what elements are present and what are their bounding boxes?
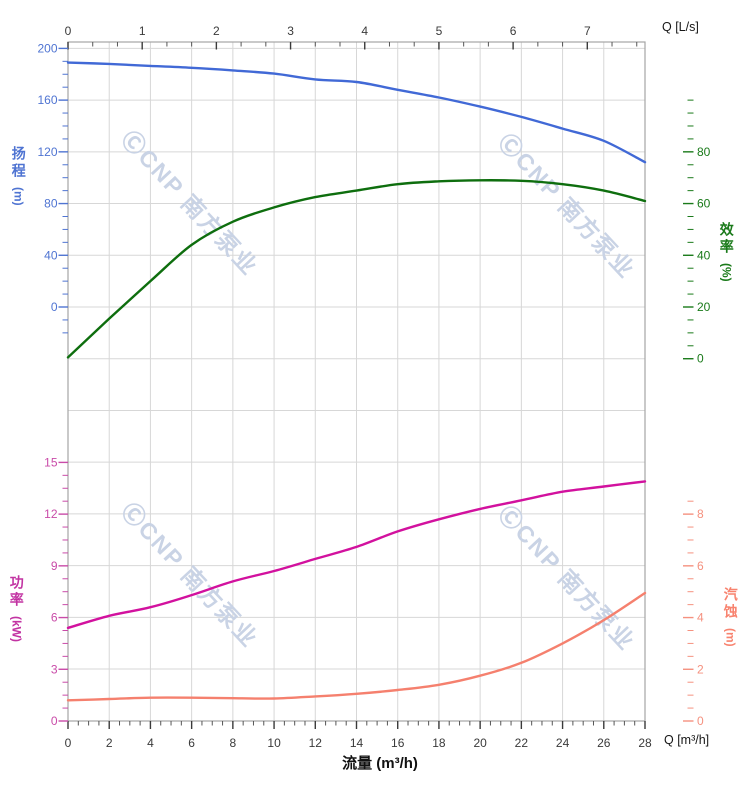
curve-npsh — [66, 591, 647, 702]
tick-label: 9 — [51, 559, 58, 573]
npsh-axis-title-text: 汽蚀 — [722, 587, 739, 621]
tick-label: 0 — [65, 24, 72, 38]
tick-label: 6 — [51, 611, 58, 625]
tick-label: 6 — [510, 24, 517, 38]
tick-label: 20 — [473, 736, 487, 750]
curve-head — [66, 61, 647, 164]
tick-label: 15 — [44, 455, 58, 469]
tick-label: 0 — [51, 714, 58, 728]
tick-label: 60 — [697, 197, 711, 211]
flow-axis-title: 流量 (m³/h) — [342, 755, 418, 772]
head-axis-title: 扬程 (m) — [10, 146, 27, 206]
tick-label: 22 — [515, 736, 529, 750]
tick-label: 26 — [597, 736, 611, 750]
tick-label: 5 — [436, 24, 443, 38]
tick-label: 2 — [697, 662, 704, 676]
tick-label: 40 — [44, 248, 58, 262]
tick-label: 160 — [37, 93, 57, 107]
tick-label: 6 — [188, 736, 195, 750]
tick-label: 12 — [44, 507, 58, 521]
tick-label: 2 — [213, 24, 220, 38]
power-axis-title-text: 功率 — [8, 575, 25, 609]
tick-label: 12 — [309, 736, 323, 750]
tick-label: 120 — [37, 145, 57, 159]
tick-label: 4 — [147, 736, 154, 750]
tick-label: 80 — [697, 145, 711, 159]
tick-label: 3 — [51, 662, 58, 676]
tick-label: 3 — [287, 24, 294, 38]
tick-label: 28 — [638, 736, 652, 750]
efficiency-axis-title: 效率 (%) — [718, 222, 735, 282]
tick-label: 4 — [697, 611, 704, 625]
tick-label: 1 — [139, 24, 146, 38]
efficiency-axis-title-text: 效率 — [718, 222, 735, 256]
npsh-axis-title: 汽蚀 (m) — [722, 587, 739, 647]
tick-label: 14 — [350, 736, 364, 750]
tick-label: 24 — [556, 736, 570, 750]
tick-label: 10 — [267, 736, 281, 750]
head-axis-unit: (m) — [11, 187, 26, 206]
power-axis-unit: (kW) — [9, 616, 24, 642]
tick-label: 6 — [697, 559, 704, 573]
curve-efficiency — [66, 179, 647, 359]
power-axis-title: 功率 (kW) — [8, 575, 25, 642]
bottom-axis-unit-label: Q [m³/h] — [664, 733, 710, 747]
curve-power — [66, 480, 647, 630]
npsh-axis-unit: (m) — [723, 628, 738, 647]
tick-label: 0 — [697, 352, 704, 366]
tick-label: 2 — [106, 736, 113, 750]
tick-label: 16 — [391, 736, 405, 750]
tick-label: 8 — [697, 507, 704, 521]
tick-label: 8 — [230, 736, 237, 750]
tick-label: 0 — [65, 736, 72, 750]
tick-label: 80 — [44, 197, 58, 211]
efficiency-axis-unit: (%) — [719, 263, 734, 282]
tick-label: 0 — [51, 300, 58, 314]
watermark: ⒸCNP 南方泵业 — [493, 501, 640, 656]
tick-label: 4 — [361, 24, 368, 38]
tick-label: 0 — [697, 714, 704, 728]
top-axis-unit-label: Q [L/s] — [662, 20, 699, 34]
head-axis-title-text: 扬程 — [10, 146, 27, 180]
tick-label: 7 — [584, 24, 591, 38]
watermark: ⒸCNP 南方泵业 — [116, 498, 263, 653]
tick-label: 20 — [697, 300, 711, 314]
tick-label: 18 — [432, 736, 446, 750]
tick-label: 40 — [697, 248, 711, 262]
tick-label: 200 — [37, 41, 57, 55]
